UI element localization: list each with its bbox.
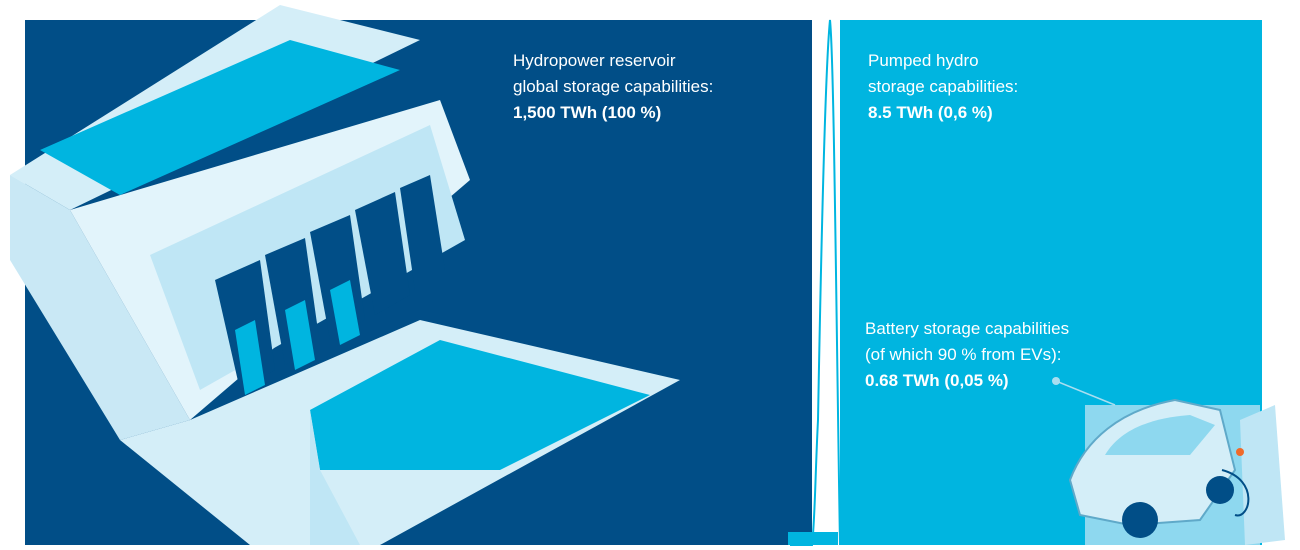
base-strip (788, 532, 838, 545)
pointer-dot (1052, 377, 1060, 385)
value-label: 8.5 TWh (0,6 %) (868, 103, 993, 122)
label-line: Hydropower reservoir (513, 51, 676, 70)
ev-car-illustration (1068, 398, 1285, 545)
pumped-sliver (790, 19, 841, 546)
label-line: (of which 90 % from EVs): (865, 345, 1062, 364)
label-line: Battery storage capabilities (865, 319, 1069, 338)
dam-illustration (10, 5, 680, 545)
value-label: 0.68 TWh (0,05 %) (865, 371, 1009, 390)
label-line: global storage capabilities: (513, 77, 713, 96)
label-line: storage capabilities: (868, 77, 1018, 96)
value-label: 1,500 TWh (100 %) (513, 103, 661, 122)
label-line: Pumped hydro (868, 51, 979, 70)
pointer-line (1055, 380, 1116, 406)
